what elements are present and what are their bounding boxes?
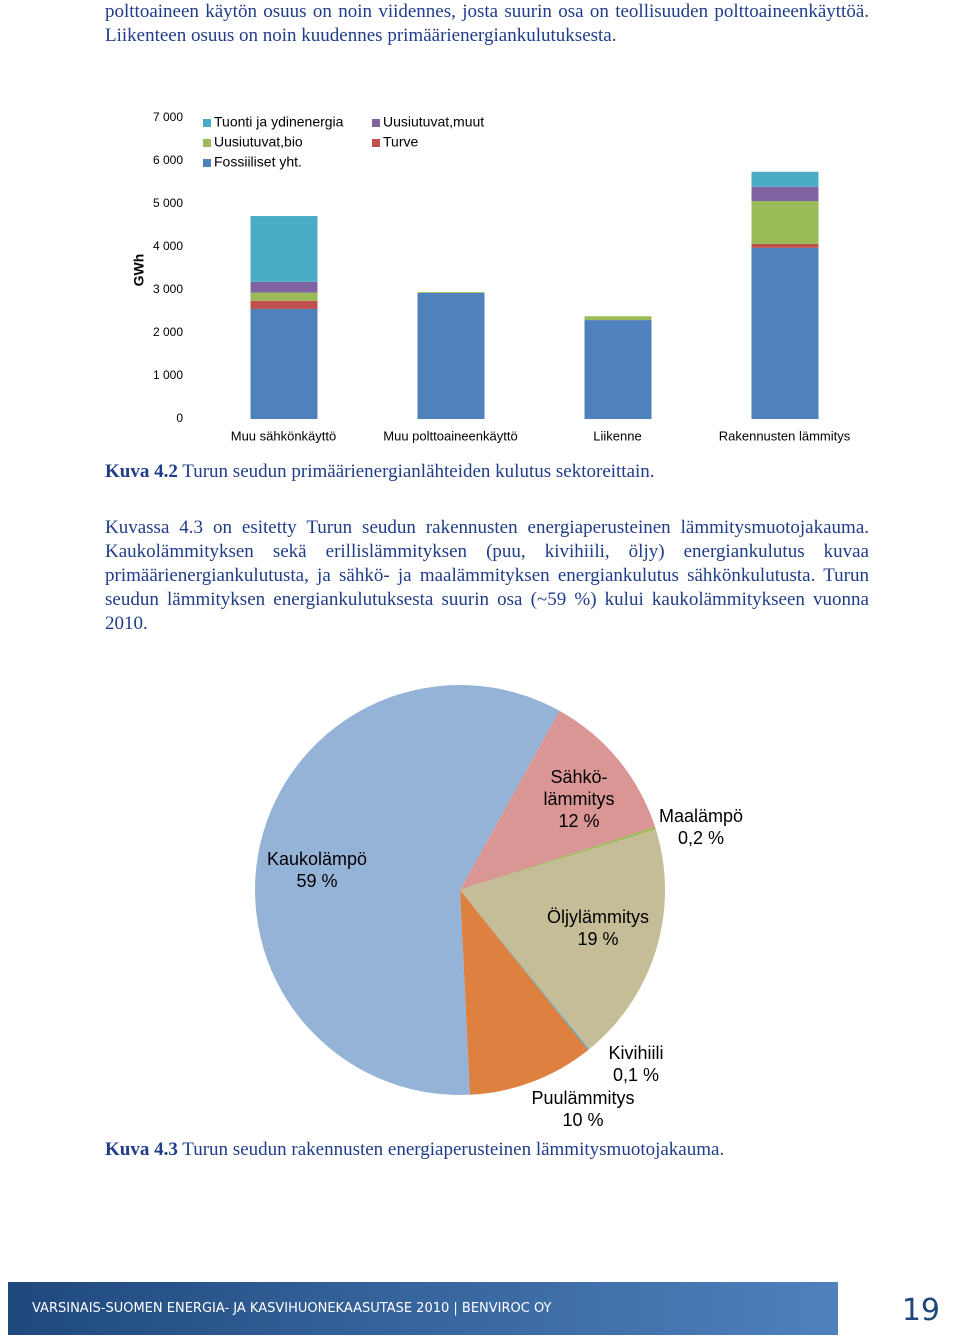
pie-value-label: 10 % — [562, 1110, 604, 1130]
pie-label: Sähkö-lämmitys 12 % — [539, 766, 619, 832]
pie-slice — [460, 890, 590, 1051]
y-tick-label: 7 000 — [153, 110, 183, 124]
pie-slice — [255, 684, 560, 1095]
footer-banner: VARSINAIS-SUOMEN ENERGIA- JA KASVIHUONEK… — [8, 1282, 838, 1335]
bar-segment — [417, 292, 485, 294]
bar-segment — [250, 292, 318, 301]
pie-value-label: 12 % — [558, 811, 600, 831]
bar-segment — [584, 320, 652, 419]
legend-swatch — [203, 139, 211, 147]
y-tick-label: 3 000 — [153, 282, 183, 296]
pie-slice — [460, 710, 656, 890]
bar-segment — [751, 200, 819, 244]
y-tick-label: 0 — [176, 411, 183, 425]
pie-label: Maalämpö 0,2 % — [646, 805, 756, 849]
legend-swatch — [372, 119, 380, 127]
x-tick-label: Rakennusten lämmitys — [719, 428, 851, 443]
y-tick-label: 2 000 — [153, 325, 183, 339]
x-tick-label: Muu sähkönkäyttö — [231, 428, 337, 443]
pie-value-label: 0,2 % — [677, 828, 725, 848]
caption-label: Kuva 4.2 — [105, 461, 178, 482]
pie-slice — [460, 829, 665, 1050]
pie-label: Kaukolämpö 59 % — [252, 848, 382, 892]
legend-label: Uusiutuvat,bio — [214, 134, 303, 150]
caption-text: Turun seudun primäärienergianlähteiden k… — [182, 461, 655, 482]
legend-label: Fossiiliset yht. — [214, 154, 302, 170]
pie-category: Maalämpö — [658, 806, 744, 826]
pie-category: Öljylämmitys — [547, 907, 649, 927]
y-tick-label: 5 000 — [153, 196, 183, 210]
paragraph: Kuvassa 4.3 on esitetty Turun seudun rak… — [105, 517, 869, 634]
x-tick-label: Liikenne — [593, 428, 641, 443]
caption-label: Kuva 4.3 — [105, 1139, 178, 1160]
page-number: 19 — [901, 1293, 940, 1328]
pie-value-label: 59 % — [296, 871, 338, 891]
bar-segment — [417, 293, 485, 419]
y-tick-label: 1 000 — [153, 368, 183, 382]
bar-segment — [250, 308, 318, 419]
legend-label: Uusiutuvat,muut — [383, 114, 484, 130]
legend-swatch — [203, 119, 211, 127]
bar-segment — [250, 281, 318, 293]
caption: Kuva 4.2 Turun seudun primäärienergianlä… — [105, 461, 655, 483]
pie-label: Puulämmitys 10 % — [518, 1087, 648, 1131]
pie-slice — [460, 826, 656, 890]
bar-segment — [584, 316, 652, 321]
bar-segment — [751, 243, 819, 248]
bar-segment — [751, 247, 819, 419]
pie-category: Puulämmitys — [531, 1088, 635, 1108]
pie-value-label: 0,1 % — [612, 1065, 660, 1085]
y-axis-label: GWh — [131, 254, 147, 287]
caption-text: Turun seudun rakennusten energiaperustei… — [182, 1139, 725, 1160]
paragraph: polttoaineen käytön osuus on noin viiden… — [105, 1, 869, 46]
legend-label: Tuonti ja ydinenergia — [214, 114, 344, 130]
pie-label: Öljylämmitys 19 % — [533, 906, 663, 950]
pie-category: Kivihiili — [608, 1043, 664, 1063]
legend-label: Turve — [383, 134, 418, 150]
y-tick-label: 6 000 — [153, 153, 183, 167]
pie-value-label: 19 % — [577, 929, 619, 949]
caption: Kuva 4.3 Turun seudun rakennusten energi… — [105, 1139, 724, 1161]
pie-category: Sähkö-lämmitys — [543, 767, 615, 809]
legend-swatch — [372, 139, 380, 147]
pie-slice — [460, 890, 589, 1095]
bar-segment — [250, 216, 318, 282]
bar-segment — [250, 300, 318, 309]
bar-segment — [751, 186, 819, 201]
bar-segment — [751, 171, 819, 187]
pie-category: Kaukolämpö — [266, 849, 368, 869]
legend-swatch — [203, 159, 211, 167]
pie-label: Kivihiili 0,1 % — [591, 1042, 681, 1086]
x-tick-label: Muu polttoaineenkäyttö — [383, 428, 517, 443]
y-tick-label: 4 000 — [153, 239, 183, 253]
